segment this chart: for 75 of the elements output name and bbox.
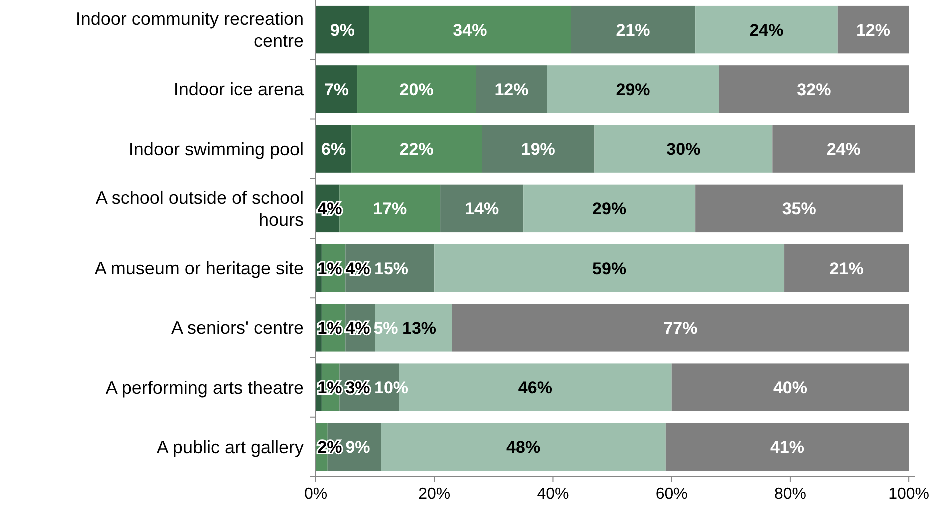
- data-label: 29%: [592, 200, 627, 219]
- bar: [452, 304, 910, 352]
- data-label: 13%: [402, 318, 437, 338]
- data-label: 15%: [374, 259, 409, 278]
- bar: [381, 423, 666, 472]
- data-label: 24%: [750, 20, 784, 40]
- data-label: 20%: [400, 80, 434, 100]
- x-tick-label: 40%: [537, 486, 570, 503]
- x-tick-label: 60%: [656, 486, 688, 503]
- bar: [696, 184, 904, 233]
- data-label: 6%: [322, 140, 346, 160]
- y-tick-label: A public art gallery: [156, 437, 304, 458]
- data-label: 2%: [318, 438, 342, 458]
- y-tick-label: A performing arts theatre: [106, 378, 304, 398]
- bar: [838, 6, 910, 54]
- bar: [524, 184, 696, 233]
- bar: [784, 244, 910, 292]
- data-label: 4%: [346, 318, 370, 338]
- bar: [434, 244, 785, 292]
- data-label: 30%: [666, 140, 701, 160]
- data-label: 1%: [318, 378, 342, 398]
- x-tick-label: 80%: [774, 486, 806, 503]
- bar: [571, 6, 696, 54]
- bar: [772, 125, 915, 173]
- bar: [316, 66, 358, 114]
- x-tick-label: 0%: [304, 486, 328, 503]
- data-label: 3%: [346, 378, 370, 398]
- data-label: 7%: [324, 80, 350, 100]
- bar: [696, 6, 838, 54]
- data-label: 41%: [770, 438, 805, 458]
- bar: [666, 423, 910, 472]
- data-label: 9%: [330, 20, 355, 40]
- data-label: 32%: [797, 80, 832, 100]
- data-label: 4%: [346, 259, 370, 278]
- data-label: 21%: [830, 259, 864, 278]
- data-label: 34%: [453, 20, 488, 40]
- data-label: 35%: [782, 200, 816, 219]
- bar: [375, 304, 452, 352]
- bar: [440, 184, 524, 233]
- bar: [719, 66, 910, 114]
- data-label: 17%: [373, 200, 408, 219]
- data-label: 1%: [318, 259, 342, 278]
- bar: [594, 125, 773, 173]
- data-label: 12%: [856, 20, 890, 40]
- data-label: 14%: [465, 200, 500, 219]
- data-label: 19%: [521, 140, 556, 160]
- bar: [358, 66, 476, 114]
- y-tick-label: A seniors' centre: [171, 318, 304, 338]
- y-tick-label: A museum or heritage site: [94, 258, 304, 279]
- data-label: 10%: [374, 378, 409, 398]
- data-label: 9%: [346, 438, 370, 458]
- y-tick-label: Indoor ice arena: [174, 80, 305, 100]
- bar: [316, 6, 370, 54]
- bar: [352, 125, 482, 173]
- bar: [482, 125, 595, 173]
- data-label: 1%: [318, 318, 342, 338]
- data-label: 22%: [400, 140, 434, 160]
- data-label: 59%: [592, 259, 627, 278]
- bar: [476, 66, 548, 114]
- data-label: 21%: [616, 20, 650, 40]
- data-label: 12%: [494, 80, 529, 100]
- data-label: 77%: [664, 318, 698, 338]
- y-tick-label: A school outside of school hours: [96, 188, 304, 230]
- bar: [369, 6, 572, 54]
- x-tick-label: 100%: [888, 486, 930, 503]
- data-label: 46%: [518, 378, 552, 398]
- data-label: 48%: [506, 438, 541, 458]
- bar: [547, 66, 720, 114]
- x-tick-label: 20%: [418, 486, 451, 503]
- bar: [672, 364, 910, 412]
- data-label: 29%: [616, 80, 650, 100]
- data-label: 40%: [773, 378, 808, 398]
- y-tick-label: Indoor community recreation centre: [76, 9, 304, 52]
- data-label: 24%: [826, 140, 861, 160]
- y-tick-label: Indoor swimming pool: [128, 139, 304, 160]
